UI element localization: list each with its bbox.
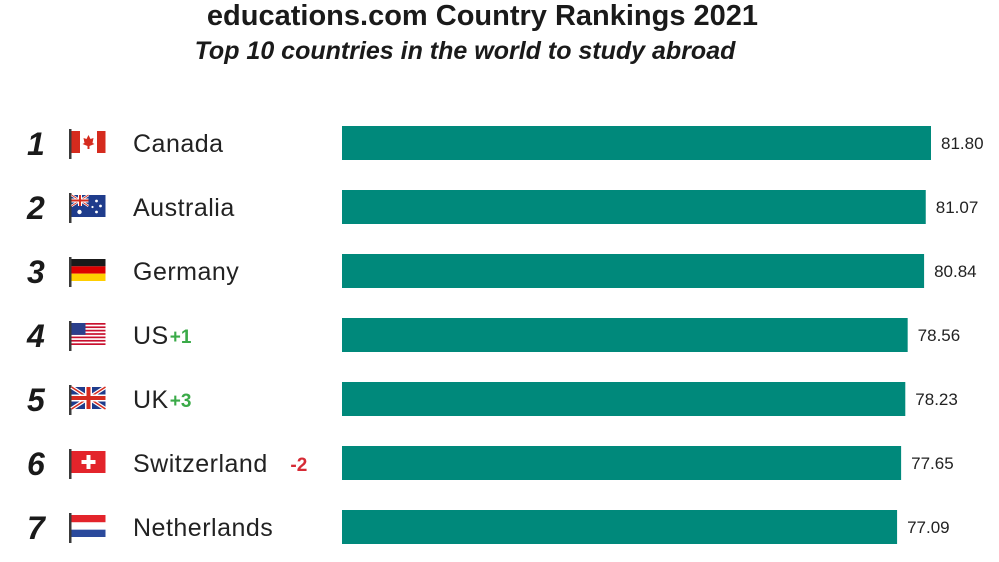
country-label: Australia — [133, 194, 235, 222]
rank-label: 1 — [27, 126, 45, 162]
value-label: 78.56 — [918, 326, 961, 345]
chart-subtitle: Top 10 countries in the world to study a… — [194, 37, 736, 65]
rank-change-label: +3 — [170, 391, 192, 412]
value-label: 81.07 — [936, 198, 979, 217]
rank-label: 6 — [27, 446, 45, 482]
country-label: Germany — [133, 258, 239, 286]
bar — [342, 126, 931, 160]
country-label: US — [133, 322, 169, 350]
netherlands-flag-icon — [69, 513, 106, 543]
rank-label: 5 — [27, 382, 46, 418]
switzerland-flag-icon — [69, 449, 106, 479]
value-label: 77.65 — [911, 454, 954, 473]
chart-title: educations.com Country Rankings 2021 — [206, 0, 759, 32]
us-flag-icon — [69, 321, 106, 351]
rank-change-label: +1 — [170, 327, 192, 348]
canada-flag-icon — [69, 129, 106, 159]
value-label: 81.80 — [941, 134, 984, 153]
country-label: Netherlands — [133, 514, 273, 542]
country-label: UK — [133, 386, 169, 414]
country-label: Canada — [133, 130, 224, 158]
bar — [342, 254, 925, 288]
bar — [342, 510, 898, 544]
value-label: 80.84 — [934, 262, 977, 281]
bar — [342, 382, 906, 416]
bar — [342, 318, 908, 352]
uk-flag-icon — [69, 385, 107, 415]
bar — [342, 190, 926, 224]
rank-label: 4 — [26, 318, 45, 354]
germany-flag-icon — [69, 257, 106, 287]
australia-flag-icon — [69, 193, 106, 223]
rank-label: 2 — [26, 190, 45, 226]
rank-label: 7 — [27, 510, 47, 546]
rank-change-label: -2 — [290, 455, 307, 476]
value-label: 77.09 — [907, 518, 950, 537]
country-label: Switzerland — [133, 450, 268, 478]
bar — [342, 446, 902, 480]
value-label: 78.23 — [915, 390, 958, 409]
rank-label: 3 — [27, 254, 45, 290]
